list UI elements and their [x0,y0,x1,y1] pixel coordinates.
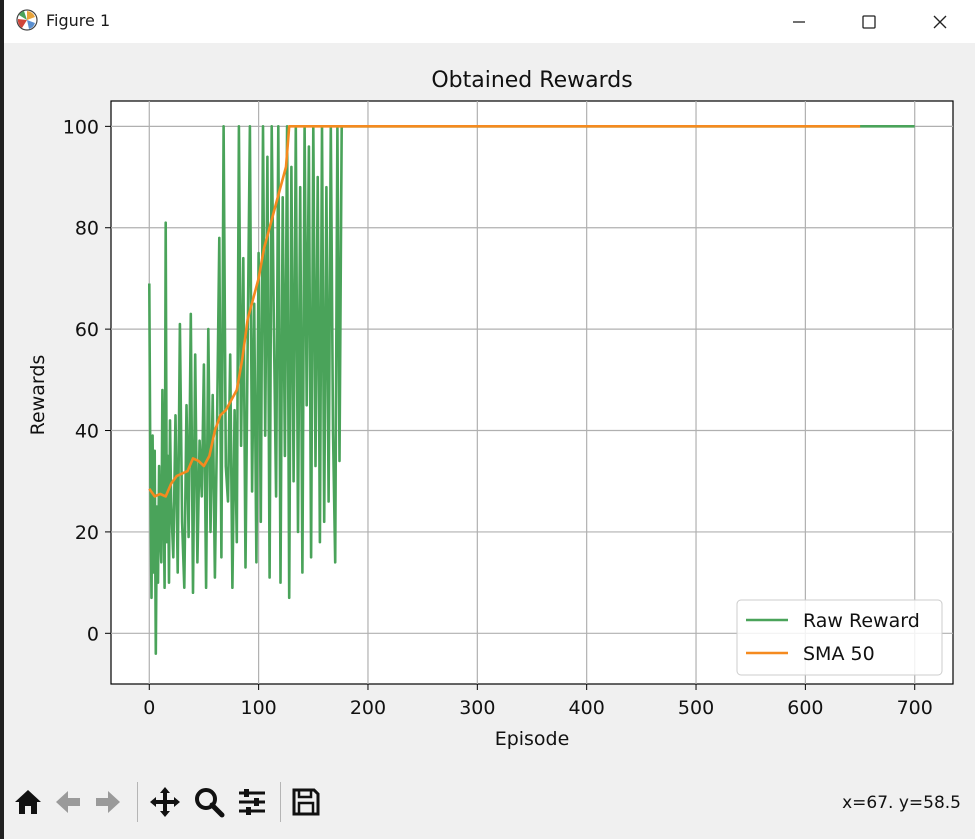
series-lines [148,125,915,655]
navigation-toolbar: x=67. y=58.5 [4,770,975,839]
x-tick-label: 0 [143,697,155,719]
back-button[interactable] [50,784,86,820]
y-axis-label: Rewards [27,355,49,436]
chart-title: Obtained Rewards [431,68,632,93]
magnifier-icon [195,788,225,818]
y-tick-label: 0 [87,623,99,645]
chart: 0 100 200 300 400 500 600 700 0 20 40 60 80 100 Obtai… [27,68,954,750]
window-title: Figure 1 [46,11,111,30]
title-bar: Figure 1 [4,0,975,43]
home-icon [15,790,41,814]
cursor-coordinates: x=67. y=58.5 [842,793,961,813]
legend: Raw Reward SMA 50 [736,599,943,676]
toolbar-separator [280,782,281,822]
x-tick-label: 500 [678,697,714,719]
move-icon [150,787,180,817]
arrow-left-icon [56,791,80,813]
sliders-icon [239,789,265,815]
arrow-right-icon [96,791,120,813]
figure-window: Figure 1 0 100 200 300 400 500 600 700 0 20 40 60 80… [4,0,975,839]
floppy-disk-icon [292,788,320,816]
pan-button[interactable] [147,784,183,820]
y-tick-label: 80 [75,218,99,240]
y-tick-label: 60 [75,319,99,341]
save-button[interactable] [288,784,324,820]
x-tick-label: 100 [240,697,276,719]
close-button[interactable] [905,0,975,43]
legend-label-sma-50: SMA 50 [803,643,875,665]
maximize-icon [862,14,876,29]
zoom-button[interactable] [191,784,227,820]
x-tick-label: 400 [569,697,605,719]
x-tick-label: 700 [897,697,933,719]
minimize-button[interactable] [764,0,834,43]
grid-lines [111,101,953,684]
y-tick-label: 20 [75,522,99,544]
y-tick-label: 100 [63,116,99,138]
forward-button[interactable] [90,784,126,820]
maximize-button[interactable] [834,0,904,43]
y-tick-label: 40 [75,421,99,443]
axis-ticks: 0 100 200 300 400 500 600 700 0 20 40 60 80 100 [63,116,933,719]
series-line-sma-50 [148,125,861,498]
minimize-icon [793,20,805,23]
x-axis-label: Episode [495,728,570,750]
x-tick-label: 300 [459,697,495,719]
x-tick-label: 200 [350,697,386,719]
close-icon [933,15,947,28]
matplotlib-app-icon [16,9,38,31]
legend-label-raw-reward: Raw Reward [803,610,920,632]
legend-box [736,599,943,676]
toolbar-separator [137,782,138,822]
figure-canvas[interactable]: 0 100 200 300 400 500 600 700 0 20 40 60 80 100 Obtai… [4,43,975,770]
x-tick-label: 600 [787,697,823,719]
configure-subplots-button[interactable] [234,784,270,820]
home-button[interactable] [10,784,46,820]
